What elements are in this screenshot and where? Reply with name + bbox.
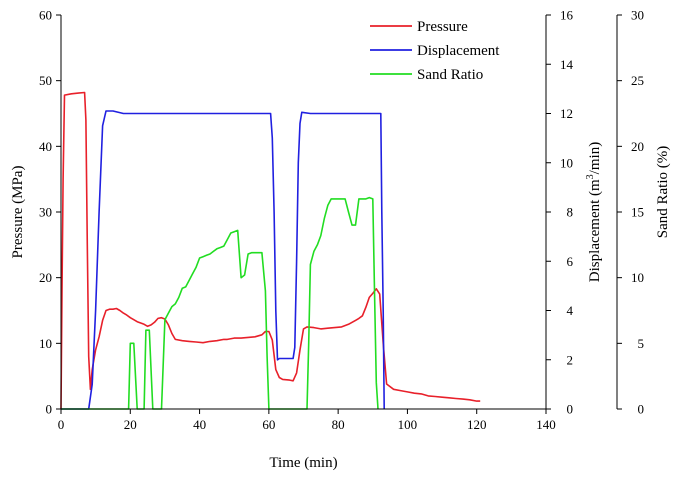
x-tick-label: 0 <box>58 417 65 432</box>
x-tick-label: 120 <box>467 417 487 432</box>
displacement-tick-label: 16 <box>560 8 574 23</box>
sand-ratio-axis-title: Sand Ratio (%) <box>655 146 671 238</box>
x-tick-label: 40 <box>193 417 206 432</box>
axes-group: 0 20 40 60 80 100 120 1400102030405060024681012… <box>39 8 644 433</box>
x-tick-label: 140 <box>536 417 556 432</box>
displacement-tick-label: 6 <box>567 254 574 269</box>
pressure-tick-label: 30 <box>39 205 52 220</box>
pressure-tick-label: 20 <box>39 270 52 285</box>
displacement-tick-label: 0 <box>567 402 574 417</box>
legend-label-sand-ratio: Sand Ratio <box>417 67 483 83</box>
displacement-tick-label: 12 <box>560 106 573 121</box>
displacement-axis-title-main: Displacement (m <box>587 179 603 282</box>
x-tick-label: 100 <box>398 417 418 432</box>
pressure-tick-label: 50 <box>39 73 52 88</box>
displacement-axis-title-superscript: 3 <box>585 174 596 179</box>
pressure-axis-title: Pressure (MPa) <box>10 166 26 259</box>
series-group <box>60 91 481 410</box>
x-tick-label: 80 <box>332 417 345 432</box>
displacement-tick-label: 14 <box>560 57 574 72</box>
displacement-tick-label: 2 <box>567 352 574 367</box>
legend-label-pressure: Pressure <box>417 19 468 35</box>
pressure-tick-label: 40 <box>39 139 52 154</box>
sand-ratio-tick-label: 10 <box>631 270 644 285</box>
x-axis-title: Time (min) <box>269 455 337 471</box>
sand-ratio-tick-label: 15 <box>631 205 644 220</box>
x-tick-label: 20 <box>124 417 137 432</box>
legend: Pressure Displacement Sand Ratio <box>370 19 500 83</box>
displacement-tick-label: 4 <box>567 303 574 318</box>
pressure-tick-label: 0 <box>46 402 53 417</box>
sand-ratio-tick-label: 20 <box>631 139 644 154</box>
pressure-series-line <box>60 91 481 410</box>
sand-ratio-tick-label: 30 <box>631 8 644 23</box>
displacement-axis-title-end: /min) <box>587 142 603 175</box>
pressure-tick-label: 10 <box>39 336 52 351</box>
sand-ratio-series-line <box>61 196 379 410</box>
displacement-tick-label: 10 <box>560 155 573 170</box>
sand-ratio-tick-label: 25 <box>631 73 644 88</box>
pressure-tick-label: 60 <box>39 8 52 23</box>
displacement-series-line <box>61 110 385 410</box>
x-tick-label: 60 <box>262 417 275 432</box>
displacement-tick-label: 8 <box>567 205 574 220</box>
sand-ratio-tick-label: 0 <box>638 402 645 417</box>
displacement-axis-title: Displacement (m3/min) <box>585 142 603 282</box>
legend-label-displacement: Displacement <box>417 43 500 59</box>
sand-ratio-tick-label: 5 <box>638 336 645 351</box>
